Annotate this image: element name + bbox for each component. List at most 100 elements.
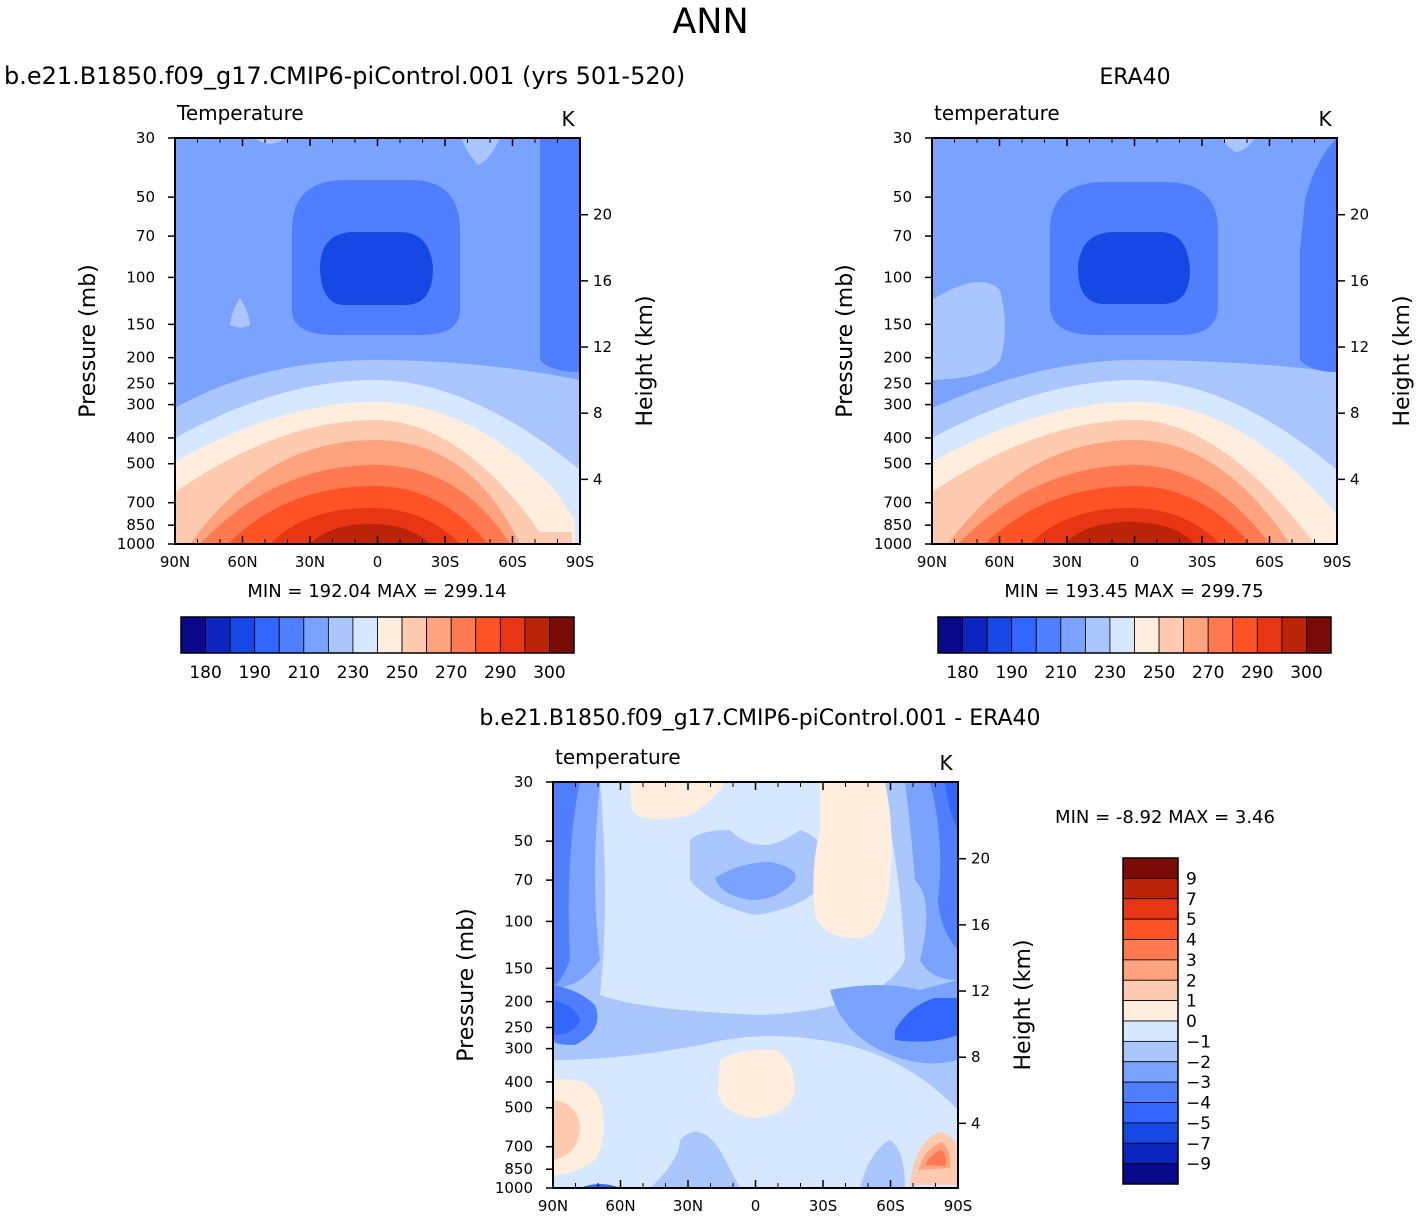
model-colorbar-cell xyxy=(229,616,256,654)
obs-variable-label: temperature xyxy=(934,101,1060,125)
difference-temperature-contour xyxy=(553,782,958,1188)
obs-x-tick-label: 90N xyxy=(917,553,947,571)
difference-colorbar-label: 0 xyxy=(1186,1012,1197,1032)
diff-y-tick-label: 1000 xyxy=(495,1179,533,1197)
obs-colorbar-cell xyxy=(1183,616,1209,654)
obs-colorbar-label: 210 xyxy=(1045,663,1077,683)
model-colorbar-cell xyxy=(475,616,501,654)
difference-colorbar-label: −7 xyxy=(1186,1134,1211,1154)
obs-y-tick-label: 700 xyxy=(883,494,912,512)
model-colorbar-label: 180 xyxy=(189,663,221,683)
obs-x-tick-label: 30N xyxy=(1052,553,1082,571)
model-colorbar-label: 300 xyxy=(533,663,565,683)
diff-x-tick-label: 0 xyxy=(751,1197,761,1215)
model-y-axis-label: Pressure (mb) xyxy=(76,264,101,418)
model-colorbar-cell xyxy=(352,616,378,654)
obs-colorbar-label: 250 xyxy=(1143,663,1175,683)
model-x-tick-label: 30S xyxy=(431,553,460,571)
difference-colorbar-cell xyxy=(1122,959,1179,981)
difference-colorbar-label: 1 xyxy=(1186,992,1197,1012)
model-colorbar-frame xyxy=(180,616,575,654)
obs-colorbar-label: 270 xyxy=(1192,663,1224,683)
model-colorbar-cell xyxy=(205,616,231,654)
model-height-tick-label: 8 xyxy=(593,404,603,422)
obs-colorbar-cell xyxy=(1109,616,1135,654)
obs-colorbar-cell xyxy=(1256,616,1283,654)
model-y-tick-label: 50 xyxy=(136,188,155,206)
model-height-tick-label: 20 xyxy=(593,206,612,224)
obs-colorbar-cell xyxy=(1281,616,1307,654)
obs-y-tick-label: 850 xyxy=(883,516,912,534)
diff-x-tick-label: 30S xyxy=(809,1197,838,1215)
difference-colorbar-label: −3 xyxy=(1186,1073,1211,1093)
diff-x-tick-label: 90S xyxy=(944,1197,973,1215)
obs-y-tick-label: 30 xyxy=(893,129,912,147)
obs-x-tick-label: 60S xyxy=(1255,553,1284,571)
obs-stats-label: MIN = 193.45 MAX = 299.75 xyxy=(1004,581,1263,602)
obs-y-tick-label: 400 xyxy=(883,429,912,447)
difference-colorbar-cell xyxy=(1122,1142,1179,1165)
obs-height-tick-label: 16 xyxy=(1350,272,1369,290)
obs-height-tick-label: 20 xyxy=(1350,206,1369,224)
obs-x-tick-label: 60N xyxy=(984,553,1014,571)
obs-y-tick-label: 500 xyxy=(883,455,912,473)
model-height-axis-label: Height (km) xyxy=(633,295,658,426)
model-height-tick-label: 12 xyxy=(593,338,612,356)
obs-colorbar: 180 190 210 230 250 270 290 300 xyxy=(937,616,1332,683)
diff-height-tick-label: 16 xyxy=(971,916,990,934)
difference-colorbar-cell xyxy=(1122,1061,1179,1083)
difference-colorbar-cell xyxy=(1122,1163,1179,1185)
model-colorbar-label: 290 xyxy=(484,663,516,683)
diff-height-axis-label: Height (km) xyxy=(1011,939,1036,1070)
obs-y-tick-label: 250 xyxy=(883,374,912,392)
difference-colorbar-cell xyxy=(1122,898,1179,920)
diff-x-tick-label: 90N xyxy=(538,1197,568,1215)
model-y-tick-label: 400 xyxy=(126,429,155,447)
obs-height-axis-label: Height (km) xyxy=(1390,295,1415,426)
obs-colorbar-cell xyxy=(1306,616,1332,654)
difference-colorbar-label: −5 xyxy=(1186,1114,1211,1134)
obs-colorbar-cell xyxy=(1207,616,1234,654)
model-units-label: K xyxy=(561,107,575,131)
model-colorbar-cell xyxy=(254,616,280,654)
model-colorbar: 180 190 210 230 250 270 290 300 xyxy=(180,616,575,683)
difference-colorbar-cell xyxy=(1122,1122,1179,1144)
model-colorbar-cell xyxy=(377,616,403,654)
diff-y-tick-label: 500 xyxy=(504,1099,533,1117)
model-colorbar-cell xyxy=(524,616,550,654)
model-x-tick-label: 90N xyxy=(160,553,190,571)
obs-height-tick-label: 4 xyxy=(1350,470,1360,488)
obs-colorbar-frame xyxy=(937,616,1332,654)
obs-y-tick-label: 70 xyxy=(893,227,912,245)
obs-colorbar-label: 180 xyxy=(946,663,978,683)
difference-colorbar-cell xyxy=(1122,1000,1179,1022)
obs-colorbar-cell xyxy=(1134,616,1160,654)
difference-axes: 90N 60N 30N 0 30S 60S 90S305070100150200250300… xyxy=(454,745,1275,1215)
difference-colorbar-cell xyxy=(1122,918,1179,940)
model-x-tick-label: 0 xyxy=(373,553,383,571)
model-y-tick-label: 30 xyxy=(136,129,155,147)
model-y-tick-label: 250 xyxy=(126,374,155,392)
model-height-tick-label: 4 xyxy=(593,470,603,488)
obs-panel-title: ERA40 xyxy=(1099,65,1171,90)
difference-colorbar-cell xyxy=(1122,939,1179,961)
model-colorbar-cell xyxy=(450,616,477,654)
diff-y-tick-label: 100 xyxy=(504,912,533,930)
obs-y-tick-label: 300 xyxy=(883,396,912,414)
obs-colorbar-cell xyxy=(1084,616,1111,654)
difference-colorbar-frame xyxy=(1122,857,1179,1185)
difference-colorbar-cell xyxy=(1122,1040,1179,1063)
diff-y-tick-label: 150 xyxy=(504,959,533,977)
obs-height-tick-label: 8 xyxy=(1350,404,1360,422)
obs-y-tick-label: 50 xyxy=(893,188,912,206)
obs-x-tick-label: 90S xyxy=(1323,553,1352,571)
obs-y-tick-label: 100 xyxy=(883,268,912,286)
diff-variable-label: temperature xyxy=(555,745,681,769)
difference-colorbar-cell xyxy=(1122,877,1179,900)
obs-colorbar-cell xyxy=(937,616,963,654)
model-colorbar-cell xyxy=(327,616,354,654)
model-colorbar-cell xyxy=(401,616,428,654)
model-colorbar-cell xyxy=(549,616,575,654)
